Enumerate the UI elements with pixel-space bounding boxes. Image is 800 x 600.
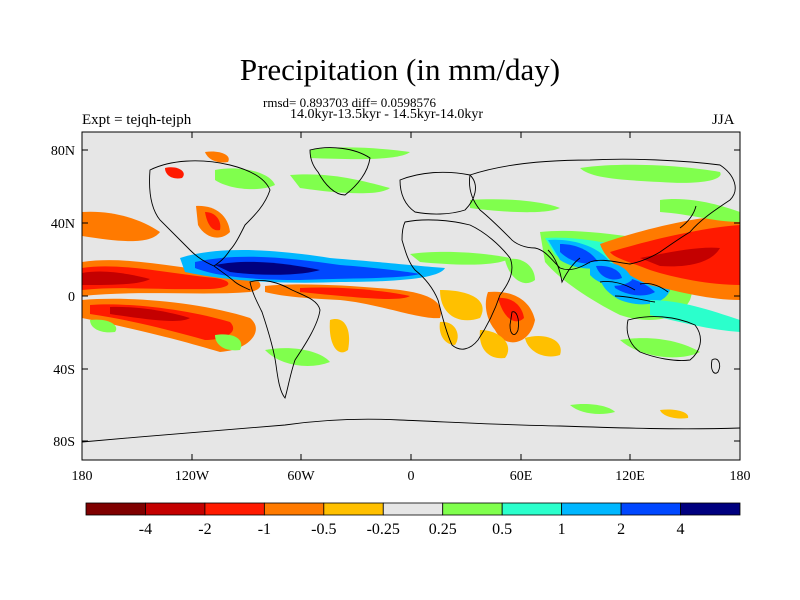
south-pacific-green <box>90 319 117 333</box>
lat-label-80n: 80N <box>51 144 75 159</box>
longitude-labels: 180 120W 60W 0 60E 120E 180 <box>72 469 751 484</box>
colorbar-box <box>680 502 741 516</box>
north-america-coast <box>149 160 271 267</box>
lon-label-60w: 60W <box>287 469 315 484</box>
north-pacific-green <box>660 199 740 222</box>
lat-label-80s: 80S <box>53 435 75 450</box>
south-africa-yellow <box>439 321 458 345</box>
madagascar-coast <box>509 311 519 336</box>
siberia-green <box>580 164 721 183</box>
stats-text: rmsd= 0.893703 diff= 0.0598576 <box>263 95 436 110</box>
south-atlantic-orange <box>440 290 483 321</box>
colorbar-label: 1 <box>558 521 566 538</box>
colorbar-label: 2 <box>617 521 625 538</box>
lat-label-40s: 40S <box>53 363 75 378</box>
south-indian-green <box>620 338 700 358</box>
colorbar-box <box>323 502 384 516</box>
india-coast <box>547 249 581 284</box>
colorbar-label: -2 <box>198 521 211 538</box>
experiment-label: Expt = tejqh-tejph <box>82 112 192 128</box>
south-america-dry-core <box>300 287 410 299</box>
colorbar-label: -4 <box>139 521 152 538</box>
madagascar-yellow <box>479 330 509 359</box>
north-atlantic-red <box>205 212 221 231</box>
latitude-labels: 80N 40N 0 40S 80S <box>51 144 75 450</box>
bay-of-bengal-core <box>560 244 598 264</box>
coastlines <box>82 147 740 443</box>
itcz-wet-strong <box>215 261 320 275</box>
period-text: 14.0kyr-13.5kyr - 14.5kyr-14.0kyr <box>290 107 484 122</box>
europe-coast <box>399 171 476 215</box>
season-label: JJA <box>712 112 735 128</box>
south-pacific-cyan <box>650 300 740 332</box>
southern-ocean-orange <box>660 409 689 419</box>
sahel-green <box>410 251 510 265</box>
lat-label-40n: 40N <box>51 217 75 232</box>
colorbar-label: -0.5 <box>311 521 336 538</box>
south-america-coast <box>249 279 321 399</box>
map-title: Precipitation (in mm/day) <box>239 52 561 87</box>
colorbar-box <box>382 502 444 516</box>
colorbar-boxes <box>85 502 741 516</box>
colorbar-box <box>263 502 325 516</box>
eurasia-green <box>470 199 560 213</box>
colorbar-label: -1 <box>258 521 271 538</box>
map-panel: 80N 40N 0 40S 80S 180 120W 60W 0 60E 120… <box>51 131 751 484</box>
australia-coast <box>626 316 701 361</box>
map-ticks <box>81 132 741 460</box>
precip-anomaly-field <box>82 147 740 419</box>
southern-indian-yellow <box>525 335 561 357</box>
colorbar-box <box>620 502 681 516</box>
lon-label-0: 0 <box>408 469 415 484</box>
colorbar-box <box>501 502 563 516</box>
africa-coast <box>401 219 513 350</box>
colorbar-label: 4 <box>677 521 685 538</box>
eurasia-coast <box>469 158 736 271</box>
greenland-green <box>290 174 390 194</box>
east-africa-green <box>505 258 535 284</box>
north-america-green <box>215 168 275 190</box>
southern-ocean-green <box>570 403 615 414</box>
colorbar-box <box>561 502 622 516</box>
alaska-orange <box>165 167 184 179</box>
colorbar-label: -0.25 <box>367 521 400 538</box>
arctic-orange <box>205 151 229 163</box>
south-pacific-green-2 <box>215 334 242 351</box>
colorbar-label: 0.5 <box>492 521 512 538</box>
west-pacific-wet-overlay-core <box>596 265 622 280</box>
central-america-coast <box>213 265 251 291</box>
west-pacific-dry-strong <box>640 247 720 267</box>
colorbar-box <box>442 502 503 516</box>
lat-label-0: 0 <box>68 290 75 305</box>
japan-coast <box>679 205 697 229</box>
northeast-pacific-orange <box>82 211 160 242</box>
lon-label-180e: 180 <box>730 469 751 484</box>
south-atlantic-green <box>265 348 330 366</box>
south-america-yellow <box>329 319 350 353</box>
lon-label-120e: 120E <box>615 469 645 484</box>
lon-label-60e: 60E <box>510 469 533 484</box>
colorbar: -4 -2 -1 -0.5 -0.25 0.25 0.5 1 2 4 <box>85 502 741 538</box>
colorbar-box <box>145 502 206 516</box>
colorbar-label: 0.25 <box>429 521 457 538</box>
greenland-coast <box>309 147 371 196</box>
new-zealand-coast <box>711 358 721 374</box>
colorbar-labels: -4 -2 -1 -0.5 -0.25 0.25 0.5 1 2 4 <box>139 521 685 538</box>
north-pacific-dry-strong <box>82 271 150 285</box>
southeast-asia-islands <box>599 281 669 303</box>
lon-label-120w: 120W <box>175 469 210 484</box>
antarctica-coast <box>82 418 740 443</box>
colorbar-box <box>85 502 146 516</box>
lon-label-180w: 180 <box>72 469 93 484</box>
colorbar-box <box>204 502 265 516</box>
south-pacific-dry-strong <box>110 306 190 321</box>
